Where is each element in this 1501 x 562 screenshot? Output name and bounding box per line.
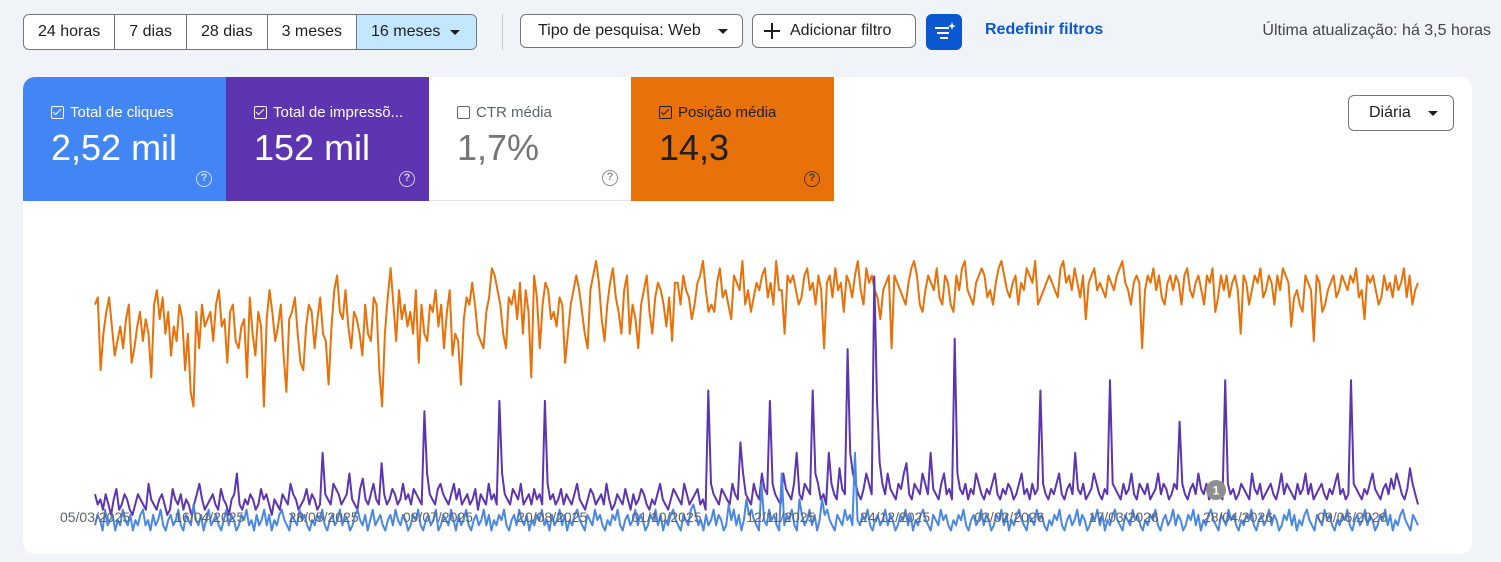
x-tick-label: 16/04/2025 [174,509,244,525]
x-tick-label: 24/12/2025 [860,509,930,525]
x-tick-label: 05/03/2025 [60,509,130,525]
plus-icon [764,23,780,39]
performance-chart: 05/03/2025 16/04/2025 28/05/2025 09/07/2025… [60,260,1419,532]
metric-label: CTR média [476,104,552,121]
search-type-dropdown[interactable]: Tipo de pesquisa: Web [520,14,743,48]
checkbox-unchecked-icon [457,106,470,119]
performance-card: Total de cliques 2,52 mil ? Total de imp… [23,77,1472,554]
metric-total-clicks[interactable]: Total de cliques 2,52 mil ? [23,77,226,201]
date-range-selector: 24 horas 7 dias 28 dias 3 meses 16 meses [23,14,478,50]
metric-value: 1,7% [457,127,540,168]
metric-total-impressions[interactable]: Total de impressõ... 152 mil ? [226,77,429,201]
metric-label: Total de impressõ... [273,104,404,121]
x-tick-label: 20/08/2025 [517,509,587,525]
caret-down-icon [450,30,461,35]
search-type-label: Tipo de pesquisa: Web [538,22,701,39]
range-16m-button[interactable]: 16 meses [357,15,477,49]
x-tick-label: 01/10/2025 [631,509,701,525]
metric-average-position[interactable]: Posição média 14,3 ? [631,77,834,201]
x-tick-label: 12/11/2025 [746,509,815,525]
series-line-1 [94,275,1419,516]
granularity-label: Diária [1369,104,1411,121]
metric-label: Posição média [678,104,777,121]
help-icon[interactable]: ? [804,171,820,187]
checkbox-checked-icon [659,106,672,119]
x-tick-label: 09/06/2026 [1317,509,1387,525]
range-28d-button[interactable]: 28 dias [187,15,268,49]
toolbar: 24 horas 7 dias 28 dias 3 meses 16 meses… [0,0,1501,64]
svg-text:1: 1 [1213,484,1220,498]
add-filter-button[interactable]: Adicionar filtro [752,14,916,48]
last-updated-text: Última atualização: há 3,5 horas [1262,22,1491,39]
x-tick-label: 28/05/2025 [289,509,359,525]
help-icon[interactable]: ? [602,170,618,186]
series-line-2 [94,451,1419,532]
help-icon[interactable]: ? [196,171,212,187]
range-24h-button[interactable]: 24 horas [24,15,116,49]
checkbox-checked-icon [51,106,64,119]
metric-average-ctr[interactable]: CTR média 1,7% ? [429,77,632,201]
range-7d-button[interactable]: 7 dias [115,15,187,49]
checkbox-checked-icon [254,106,267,119]
reset-filters-link[interactable]: Redefinir filtros [985,21,1104,38]
metric-value: 14,3 [659,127,730,168]
caret-down-icon [1428,111,1438,116]
help-icon[interactable]: ? [399,171,415,187]
annotation-marker[interactable]: 1 [1206,480,1226,500]
x-tick-label: 09/07/2025 [403,509,473,525]
metric-value: 152 mil [254,127,371,168]
x-tick-label: 03/02/2026 [974,509,1044,525]
caret-down-icon [718,29,728,34]
metric-label: Total de cliques [70,104,174,121]
range-3m-button[interactable]: 3 meses [268,15,358,49]
series-line-0 [94,260,1419,408]
granularity-dropdown[interactable]: Diária [1348,95,1454,131]
metric-value: 2,52 mil [51,127,178,168]
filter-sparkle-icon [935,22,956,39]
range-16m-label: 16 meses [371,23,441,40]
add-filter-label: Adicionar filtro [790,22,892,39]
filter-options-button[interactable] [926,14,962,50]
x-tick-label: 28/04/2026 [1203,509,1273,525]
divider [502,14,503,50]
x-tick-label: 17/03/2026 [1089,509,1159,525]
